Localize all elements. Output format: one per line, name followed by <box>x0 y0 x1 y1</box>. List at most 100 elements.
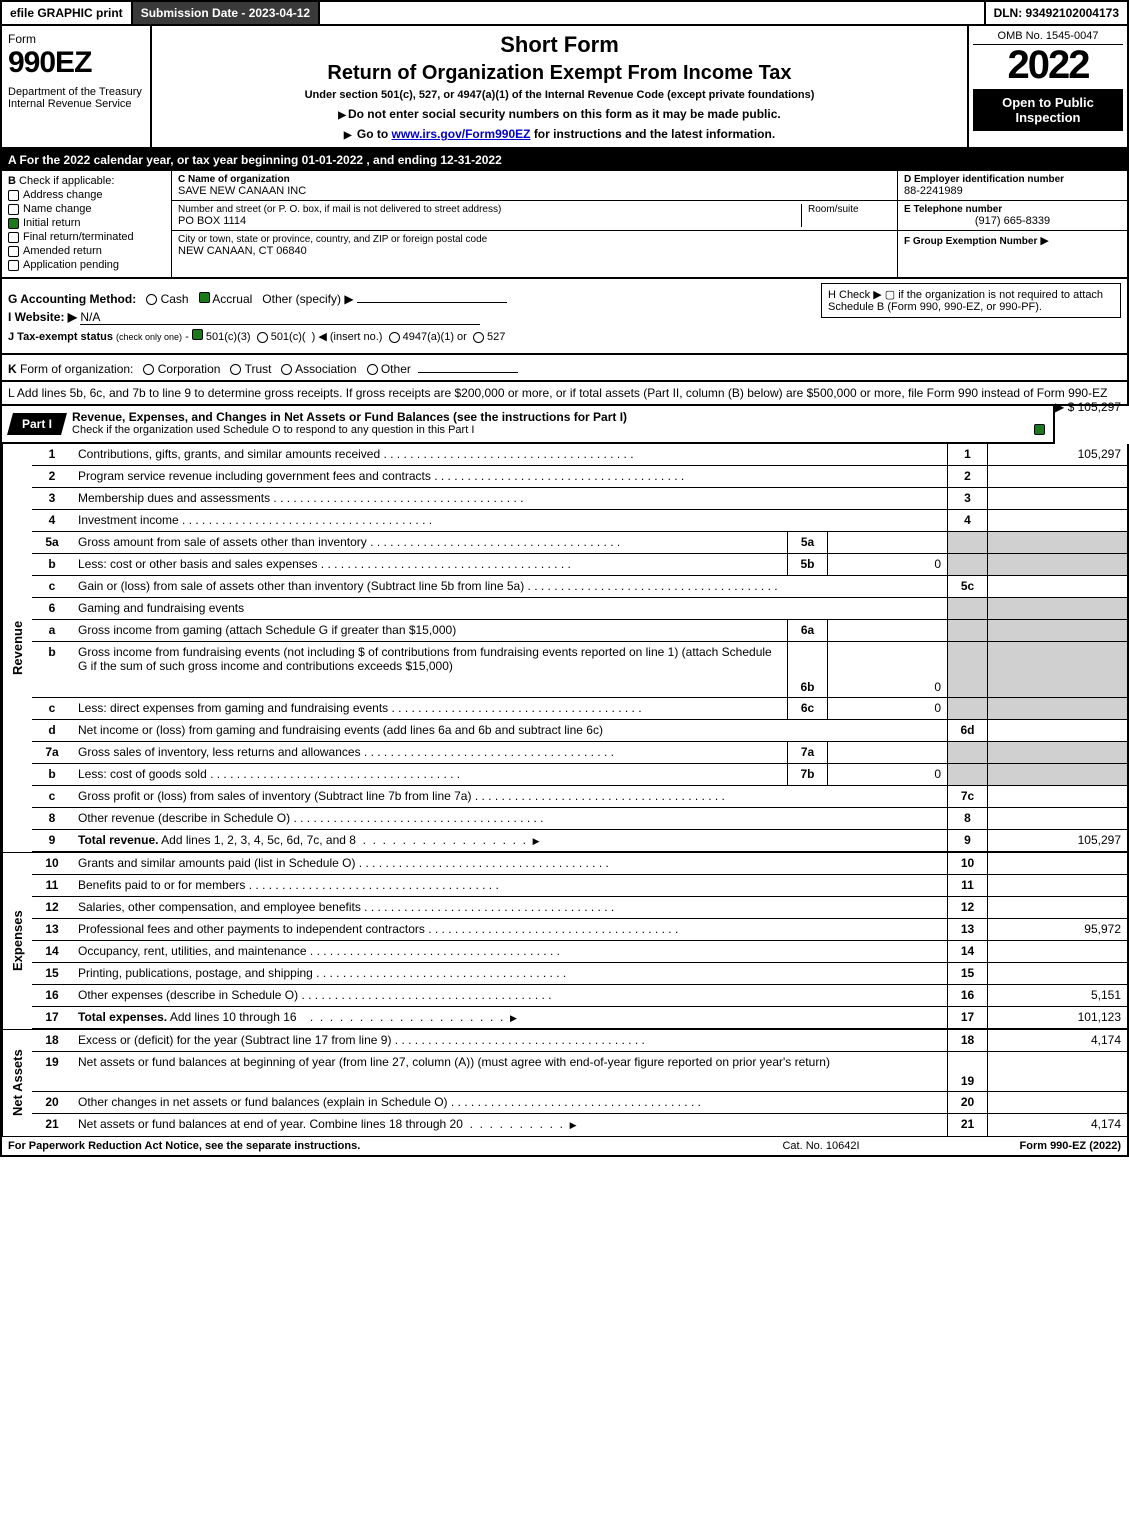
irs-link[interactable]: www.irs.gov/Form990EZ <box>392 127 531 141</box>
row-num: 6 <box>32 598 72 619</box>
row-amount <box>987 698 1127 719</box>
row-desc: Total expenses. Add lines 10 through 16 … <box>72 1007 947 1028</box>
worksheet: Revenue 1 Contributions, gifts, grants, … <box>0 444 1129 1136</box>
tax-year: 2022 <box>973 45 1123 85</box>
b-checkif: Check if applicable: <box>19 175 114 187</box>
netassets-sidelabel: Net Assets <box>2 1030 32 1136</box>
cb-address-change[interactable]: Address change <box>8 189 165 201</box>
row-amount <box>987 764 1127 785</box>
part-1-title-wrap: Revenue, Expenses, and Changes in Net As… <box>64 406 1053 442</box>
website-value: N/A <box>80 310 480 325</box>
cb-final-return[interactable]: Final return/terminated <box>8 231 165 243</box>
cb-4947[interactable] <box>389 332 400 343</box>
org-name-value: SAVE NEW CANAAN INC <box>178 185 891 197</box>
row-linecol: 9 <box>947 830 987 851</box>
row-18: 18 Excess or (deficit) for the year (Sub… <box>32 1030 1127 1052</box>
k-other-input[interactable] <box>418 359 518 373</box>
row-7c: c Gross profit or (loss) from sales of i… <box>32 786 1127 808</box>
radio-cash[interactable] <box>146 294 157 305</box>
group-exemption-label: F Group Exemption Number <box>904 236 1037 247</box>
row-subval <box>827 620 947 641</box>
b-label: B <box>8 175 16 187</box>
row-subcol: 6a <box>787 620 827 641</box>
row-amount <box>987 742 1127 763</box>
row-linecol: 3 <box>947 488 987 509</box>
row-desc: Professional fees and other payments to … <box>72 919 947 940</box>
org-name-row: C Name of organization SAVE NEW CANAAN I… <box>172 171 897 201</box>
cb-name-change[interactable]: Name change <box>8 203 165 215</box>
line-a: A For the 2022 calendar year, or tax yea… <box>0 149 1129 171</box>
footer-formref: Form 990-EZ (2022) <box>921 1140 1121 1152</box>
row-num: 19 <box>32 1052 72 1091</box>
row-6c: c Less: direct expenses from gaming and … <box>32 698 1127 720</box>
row-subcol: 7a <box>787 742 827 763</box>
row-num: 1 <box>32 444 72 465</box>
row-7a: 7a Gross sales of inventory, less return… <box>32 742 1127 764</box>
row-linecol <box>947 554 987 575</box>
row-17: 17 Total expenses. Add lines 10 through … <box>32 1007 1127 1029</box>
row-linecol: 5c <box>947 576 987 597</box>
radio-accrual[interactable] <box>199 292 210 303</box>
row-amount <box>987 853 1127 874</box>
revenue-section: Revenue 1 Contributions, gifts, grants, … <box>2 444 1127 852</box>
l-text: L Add lines 5b, 6c, and 7b to line 9 to … <box>8 386 1107 400</box>
short-form-title: Short Form <box>162 32 957 58</box>
instr-1-text: Do not enter social security numbers on … <box>348 107 781 121</box>
row-8: 8 Other revenue (describe in Schedule O)… <box>32 808 1127 830</box>
row-desc: Membership dues and assessments <box>72 488 947 509</box>
cb-527[interactable] <box>473 332 484 343</box>
row-amount <box>987 576 1127 597</box>
cb-corporation[interactable] <box>143 364 154 375</box>
arrow-icon <box>533 833 540 847</box>
cb-schedule-o[interactable] <box>1034 424 1045 435</box>
cb-initial-return[interactable]: Initial return <box>8 217 165 229</box>
row-desc: Gross profit or (loss) from sales of inv… <box>72 786 947 807</box>
instr-2-prefix: Go to <box>357 127 392 141</box>
row-amount: 105,297 <box>987 830 1127 851</box>
row-5b: b Less: cost or other basis and sales ex… <box>32 554 1127 576</box>
row-desc: Gross income from fundraising events (no… <box>72 642 787 697</box>
row-15: 15 Printing, publications, postage, and … <box>32 963 1127 985</box>
open-to-public-box: Open to Public Inspection <box>973 89 1123 131</box>
row-amount <box>987 598 1127 619</box>
cb-501c3[interactable] <box>192 329 203 340</box>
row-desc: Benefits paid to or for members <box>72 875 947 896</box>
row-10: 10 Grants and similar amounts paid (list… <box>32 853 1127 875</box>
cb-application-pending[interactable]: Application pending <box>8 259 165 271</box>
part-1-subtitle-text: Check if the organization used Schedule … <box>72 424 474 436</box>
row-desc: Total revenue. Add lines 1, 2, 3, 4, 5c,… <box>72 830 947 851</box>
row-num: 15 <box>32 963 72 984</box>
row-linecol: 8 <box>947 808 987 829</box>
phone-row: E Telephone number (917) 665-8339 <box>898 201 1127 231</box>
row-16: 16 Other expenses (describe in Schedule … <box>32 985 1127 1007</box>
row-subval <box>827 532 947 553</box>
cb-501c[interactable] <box>257 332 268 343</box>
row-amount <box>987 897 1127 918</box>
row-desc: Gain or (loss) from sale of assets other… <box>72 576 947 597</box>
row-amount: 101,123 <box>987 1007 1127 1028</box>
cb-trust[interactable] <box>230 364 241 375</box>
row-desc: Net assets or fund balances at beginning… <box>72 1052 947 1091</box>
footer-left: For Paperwork Reduction Act Notice, see … <box>8 1140 721 1152</box>
cb-association[interactable] <box>281 364 292 375</box>
row-amount <box>987 488 1127 509</box>
efile-label[interactable]: efile GRAPHIC print <box>2 2 133 24</box>
part-1-subtitle: Check if the organization used Schedule … <box>72 424 1045 438</box>
cb-other[interactable] <box>367 364 378 375</box>
row-linecol: 18 <box>947 1030 987 1051</box>
g-other-input[interactable] <box>357 289 507 303</box>
row-desc: Program service revenue including govern… <box>72 466 947 487</box>
room-label: Room/suite <box>808 204 891 215</box>
row-num: 9 <box>32 830 72 851</box>
row-linecol <box>947 742 987 763</box>
row-amount <box>987 554 1127 575</box>
row-6a: a Gross income from gaming (attach Sched… <box>32 620 1127 642</box>
row-linecol <box>947 598 987 619</box>
cb-amended-return[interactable]: Amended return <box>8 245 165 257</box>
subtitle: Under section 501(c), 527, or 4947(a)(1)… <box>162 89 957 101</box>
row-amount <box>987 510 1127 531</box>
instr-1: Do not enter social security numbers on … <box>162 107 957 121</box>
section-ghij: H Check ▶ ▢ if the organization is not r… <box>0 279 1129 355</box>
row-desc: Investment income <box>72 510 947 531</box>
row-linecol: 12 <box>947 897 987 918</box>
